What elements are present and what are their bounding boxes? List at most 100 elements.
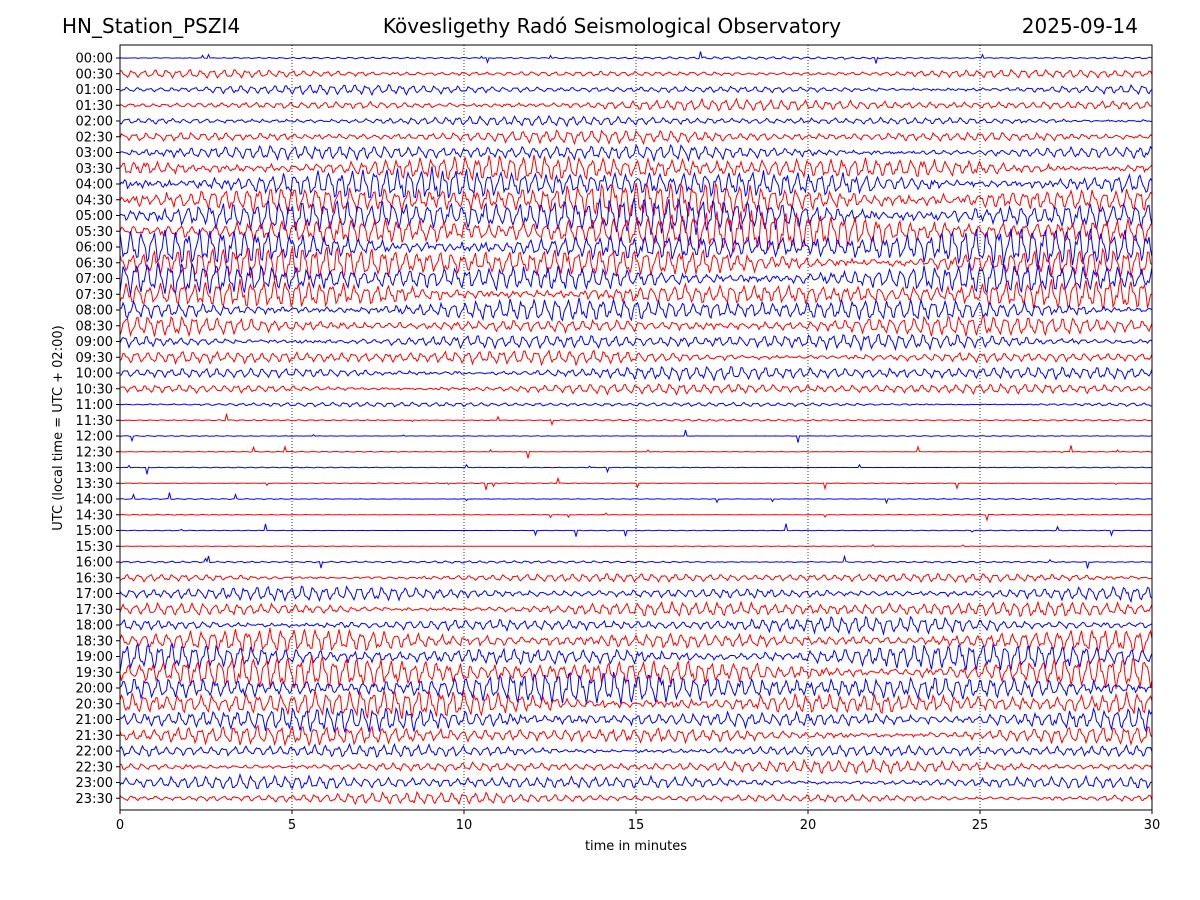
seismic-trace-1800 bbox=[120, 615, 1152, 637]
y-tick-label: 07:30 bbox=[76, 288, 113, 303]
y-tick-label: 22:00 bbox=[76, 745, 113, 760]
y-tick-label: 19:30 bbox=[76, 666, 113, 681]
y-tick-label: 09:30 bbox=[76, 351, 113, 366]
seismic-trace-1230 bbox=[120, 444, 1152, 459]
seismic-trace-1530 bbox=[120, 544, 1152, 548]
seismic-trace-0830 bbox=[120, 315, 1152, 338]
seismic-trace-2330 bbox=[120, 790, 1152, 806]
x-tick-label: 30 bbox=[1144, 818, 1161, 833]
y-tick-label: 00:30 bbox=[76, 67, 113, 82]
x-axis: 0 5 10 15 20 25 30 bbox=[116, 810, 1160, 833]
y-tick-label: 00:00 bbox=[76, 52, 113, 67]
seismic-trace-0300 bbox=[120, 143, 1152, 163]
seismic-trace-1900 bbox=[120, 642, 1152, 672]
seismic-trace-0030 bbox=[120, 68, 1152, 80]
y-tick-label: 14:00 bbox=[76, 493, 113, 508]
y-tick-label: 13:00 bbox=[76, 461, 113, 476]
seismic-trace-1300 bbox=[120, 463, 1152, 475]
y-tick-label: 19:00 bbox=[76, 650, 113, 665]
station-name: HN_Station_PSZI4 bbox=[62, 14, 241, 38]
seismic-trace-0630 bbox=[120, 246, 1152, 281]
seismic-trace-0200 bbox=[120, 114, 1152, 128]
y-tick-label: 15:30 bbox=[76, 540, 113, 555]
seismic-trace-0400 bbox=[120, 166, 1152, 199]
chart-date: 2025-09-14 bbox=[1021, 14, 1138, 38]
x-axis-label: time in minutes bbox=[585, 839, 687, 854]
seismic-trace-1000 bbox=[120, 365, 1152, 382]
seismic-trace-1030 bbox=[120, 382, 1152, 396]
y-tick-label: 08:00 bbox=[76, 304, 113, 319]
seismic-trace-0800 bbox=[120, 297, 1152, 322]
seismic-trace-0530 bbox=[120, 210, 1152, 253]
x-tick-label: 5 bbox=[288, 818, 296, 833]
y-tick-label: 22:30 bbox=[76, 760, 113, 775]
y-tick-label: 20:00 bbox=[76, 682, 113, 697]
y-tick-label: 10:00 bbox=[76, 367, 113, 382]
y-axis-label: UTC (local time = UTC + 02:00) bbox=[51, 325, 66, 530]
y-tick-label: 04:30 bbox=[76, 193, 113, 208]
seismic-trace-1100 bbox=[120, 401, 1152, 408]
seismic-trace-2100 bbox=[120, 706, 1152, 734]
seismic-trace-2300 bbox=[120, 772, 1152, 790]
x-tick-label: 10 bbox=[456, 818, 473, 833]
y-tick-label: 13:30 bbox=[76, 477, 113, 492]
observatory-title: Kövesligethy Radó Seismological Observat… bbox=[382, 14, 842, 38]
seismic-trace-0330 bbox=[120, 154, 1152, 182]
seismic-trace-2030 bbox=[120, 689, 1152, 719]
y-tick-label: 11:00 bbox=[76, 398, 113, 413]
seismic-trace-0600 bbox=[120, 228, 1152, 266]
seismic-trace-2000 bbox=[120, 671, 1152, 705]
x-tick-label: 20 bbox=[800, 818, 817, 833]
seismic-trace-0900 bbox=[120, 333, 1152, 353]
y-tick-label: 02:00 bbox=[76, 115, 113, 130]
y-tick-label: 21:30 bbox=[76, 729, 113, 744]
y-tick-label: 02:30 bbox=[76, 130, 113, 145]
seismic-trace-1430 bbox=[120, 512, 1152, 522]
seismic-trace-2200 bbox=[120, 742, 1152, 758]
y-tick-label: 01:30 bbox=[76, 99, 113, 114]
seismic-trace-1330 bbox=[120, 476, 1152, 491]
y-tick-label: 23:30 bbox=[76, 792, 113, 807]
seismic-trace-1400 bbox=[120, 492, 1152, 505]
seismic-trace-1630 bbox=[120, 572, 1152, 584]
y-tick-label: 18:30 bbox=[76, 634, 113, 649]
y-tick-label: 21:00 bbox=[76, 713, 113, 728]
seismic-trace-0700 bbox=[120, 262, 1152, 296]
seismic-trace-1700 bbox=[120, 585, 1152, 604]
seismic-trace-0100 bbox=[120, 83, 1152, 97]
seismic-trace-0730 bbox=[120, 278, 1152, 310]
seismic-trace-1930 bbox=[120, 655, 1152, 690]
seismic-trace-0430 bbox=[120, 182, 1152, 219]
y-tick-label: 17:30 bbox=[76, 603, 113, 618]
seismic-trace-1830 bbox=[120, 627, 1152, 653]
y-tick-label: 15:00 bbox=[76, 524, 113, 539]
y-tick-label: 16:00 bbox=[76, 556, 113, 571]
y-tick-label: 08:30 bbox=[76, 319, 113, 334]
y-tick-label: 17:00 bbox=[76, 587, 113, 602]
y-tick-label: 07:00 bbox=[76, 272, 113, 287]
seismic-trace-1730 bbox=[120, 600, 1152, 618]
seismic-trace-2230 bbox=[120, 758, 1152, 775]
x-tick-label: 15 bbox=[628, 818, 645, 833]
seismic-trace-0230 bbox=[120, 129, 1152, 146]
seismic-trace-0130 bbox=[120, 97, 1152, 112]
y-tick-label: 12:00 bbox=[76, 430, 113, 445]
y-tick-label: 14:30 bbox=[76, 508, 113, 523]
y-tick-label: 05:30 bbox=[76, 225, 113, 240]
seismic-trace-0500 bbox=[120, 197, 1152, 236]
trace-group bbox=[120, 51, 1152, 806]
y-tick-label: 09:00 bbox=[76, 335, 113, 350]
x-tick-label: 25 bbox=[972, 818, 989, 833]
y-tick-label: 05:00 bbox=[76, 209, 113, 224]
seismic-trace-1130 bbox=[120, 413, 1152, 427]
y-tick-label: 01:00 bbox=[76, 83, 113, 98]
y-tick-label: 16:30 bbox=[76, 571, 113, 586]
y-axis: 00:0000:3001:0001:3002:0002:3003:0003:30… bbox=[76, 52, 120, 807]
y-tick-label: 03:30 bbox=[76, 162, 113, 177]
y-tick-label: 18:00 bbox=[76, 619, 113, 634]
y-tick-label: 20:30 bbox=[76, 697, 113, 712]
seismic-trace-1200 bbox=[120, 429, 1152, 443]
seismic-trace-0000 bbox=[120, 51, 1152, 64]
seismic-trace-1600 bbox=[120, 554, 1152, 569]
